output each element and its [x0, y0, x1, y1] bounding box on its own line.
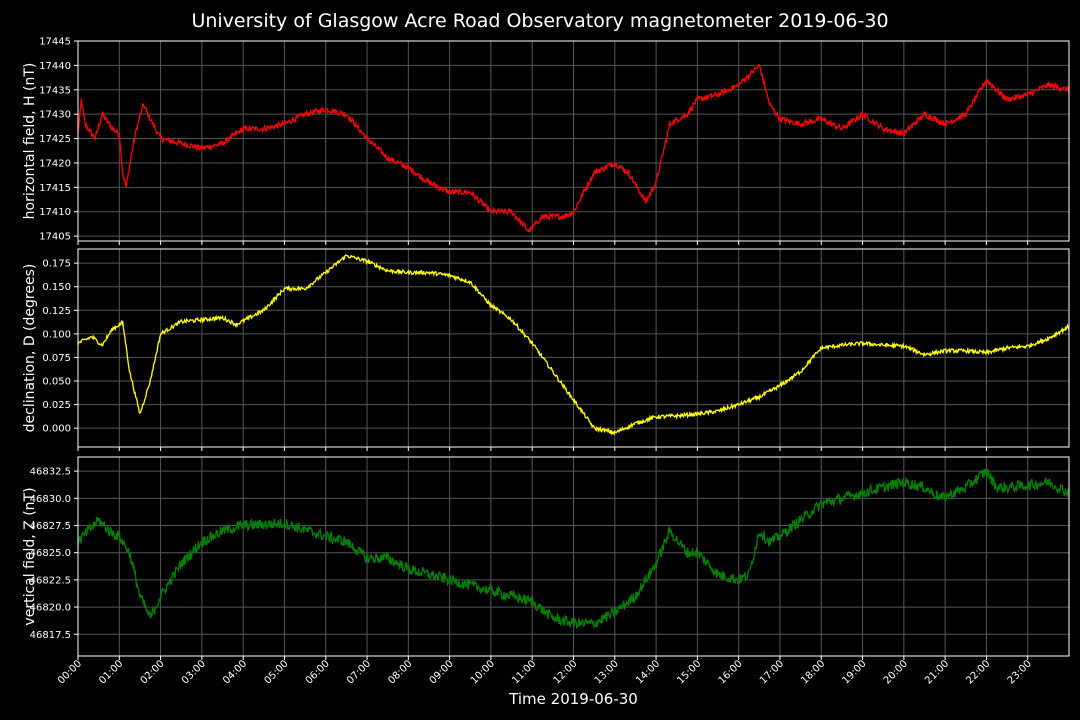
y-tick-label: 0.125 — [42, 306, 71, 317]
series-line-vertical — [77, 468, 1070, 630]
y-tick-label: 17415 — [39, 183, 71, 194]
y-axis-label: horizontal field, H (nT) — [22, 63, 38, 220]
y-tick-label: 17445 — [39, 37, 71, 48]
x-tick-label: 11:00 — [510, 658, 538, 686]
y-tick-label: 46817.5 — [30, 630, 71, 641]
y-tick-label: 46820.0 — [30, 603, 71, 614]
x-tick-label: 13:00 — [593, 658, 621, 686]
x-tick-label: 12:00 — [551, 658, 579, 686]
series-line-declination — [77, 254, 1070, 436]
y-tick-label: 0.100 — [42, 329, 71, 340]
y-tick-label: 46830.0 — [30, 494, 71, 505]
y-tick-label: 17435 — [39, 85, 71, 96]
y-tick-label: 46825.0 — [30, 548, 71, 559]
x-tick-label: 23:00 — [1006, 658, 1034, 686]
x-tick-label: 19:00 — [841, 658, 869, 686]
x-tick-label: 05:00 — [262, 658, 290, 686]
y-tick-label: 0.025 — [42, 400, 71, 411]
x-tick-label: 08:00 — [386, 658, 414, 686]
x-tick-label: 02:00 — [139, 658, 167, 686]
chart-title: University of Glasgow Acre Road Observat… — [191, 10, 889, 32]
x-tick-label: 17:00 — [758, 658, 786, 686]
y-tick-label: 0.150 — [42, 282, 71, 293]
x-tick-label: 14:00 — [634, 658, 662, 686]
x-axis-label: Time 2019-06-30 — [509, 690, 638, 708]
y-tick-label: 17440 — [39, 61, 71, 72]
y-tick-label: 17425 — [39, 134, 71, 145]
x-tick-label: 20:00 — [882, 658, 910, 686]
x-tick-label: 21:00 — [923, 658, 951, 686]
x-tick-label: 10:00 — [469, 658, 497, 686]
x-tick-label: 18:00 — [799, 658, 827, 686]
y-tick-label: 17410 — [39, 207, 71, 218]
x-tick-label: 00:00 — [56, 658, 84, 686]
y-tick-label: 0.000 — [42, 424, 71, 435]
y-tick-label: 46827.5 — [30, 521, 71, 532]
y-tick-label: 17420 — [39, 158, 71, 169]
x-tick-label: 07:00 — [345, 658, 373, 686]
y-tick-label: 46822.5 — [30, 575, 71, 586]
y-tick-label: 0.050 — [42, 377, 71, 388]
x-tick-label: 01:00 — [97, 658, 125, 686]
x-tick-label: 03:00 — [180, 658, 208, 686]
y-axis-label: declination, D (degrees) — [22, 264, 38, 433]
x-tick-label: 09:00 — [428, 658, 456, 686]
y-tick-label: 46832.5 — [30, 467, 71, 478]
y-tick-label: 17430 — [39, 110, 71, 121]
y-tick-label: 17405 — [39, 232, 71, 243]
y-tick-label: 0.075 — [42, 353, 71, 364]
x-tick-label: 06:00 — [304, 658, 332, 686]
y-tick-label: 0.175 — [42, 259, 71, 270]
x-tick-label: 16:00 — [717, 658, 745, 686]
x-tick-label: 22:00 — [964, 658, 992, 686]
y-axis-label: vertical field, Z (nT) — [22, 487, 38, 625]
series-line-horizontal — [77, 63, 1070, 233]
x-tick-label: 15:00 — [675, 658, 703, 686]
x-tick-label: 04:00 — [221, 658, 249, 686]
